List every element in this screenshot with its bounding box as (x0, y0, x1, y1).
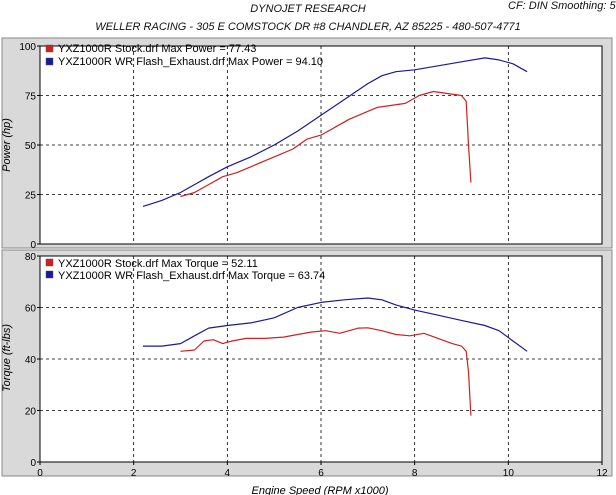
power-y-tick-label: 100 (19, 42, 36, 53)
torque-y-axis-label: Torque (ft-lbs) (1, 324, 13, 392)
torque-x-tick-label: 10 (503, 468, 515, 479)
power-gridlines (40, 46, 602, 244)
torque-x-tick-label: 8 (412, 468, 418, 479)
torque-legend-flash: YXZ1000R WR Flash_Exhaust.drf Max Torque… (58, 270, 325, 282)
torque-y-tick-label: 0 (30, 458, 36, 469)
power-y-tick-label: 75 (25, 92, 37, 103)
torque-gridlines (40, 256, 602, 462)
power-legend-flash: YXZ1000R WR Flash_Exhaust.drf Max Power … (58, 56, 323, 68)
torque-series-line-flash (143, 297, 528, 352)
x-axis-label: Engine Speed (RPM x1000) (252, 485, 389, 495)
torque-legend-stock: YXZ1000R Stock.drf Max Torque = 52.11 (58, 258, 258, 270)
torque-y-tick-label: 20 (25, 407, 37, 418)
torque-x-tick-label: 4 (225, 468, 231, 479)
power-legend-stock: YXZ1000R Stock.drf Max Power = 77.43 (58, 43, 256, 55)
power-y-ticks: 0 25 50 75 100 (19, 42, 40, 251)
chart-header-title: DYNOJET RESEARCH (250, 3, 366, 15)
chart-settings-readout: CF: DIN Smoothing: 5 (508, 0, 616, 12)
torque-x-tick-label: 6 (318, 468, 324, 479)
chart-header-subtitle: WELLER RACING - 305 E COMSTOCK DR #8 CHA… (95, 21, 521, 33)
torque-y-tick-label: 60 (25, 304, 37, 315)
power-y-tick-label: 0 (30, 240, 36, 251)
torque-series-group (143, 297, 528, 416)
power-series-line-flash (142, 57, 528, 207)
power-legend: YXZ1000R Stock.drf Max Power = 77.43 YXZ… (45, 43, 323, 68)
power-series-group (142, 57, 528, 207)
power-y-axis-label: Power (hp) (1, 118, 13, 172)
torque-x-tick-label: 0 (37, 468, 43, 479)
power-y-tick-label: 25 (25, 191, 37, 202)
legend-swatch-flash (45, 57, 54, 66)
legend-swatch-flash (45, 270, 54, 279)
torque-legend: YXZ1000R Stock.drf Max Torque = 52.11 YX… (45, 258, 325, 282)
power-y-tick-label: 50 (25, 141, 37, 152)
torque-x-tick-label: 12 (596, 468, 608, 479)
torque-x-tick-label: 2 (131, 468, 137, 479)
legend-swatch-stock (45, 258, 54, 267)
power-series-line-stock (180, 90, 472, 198)
torque-y-tick-label: 40 (25, 355, 37, 366)
torque-y-tick-label: 80 (25, 252, 37, 263)
legend-swatch-stock (45, 44, 54, 53)
torque-series-line-stock (180, 327, 472, 416)
torque-x-ticks: 0 2 4 6 8 10 12 (37, 462, 608, 479)
